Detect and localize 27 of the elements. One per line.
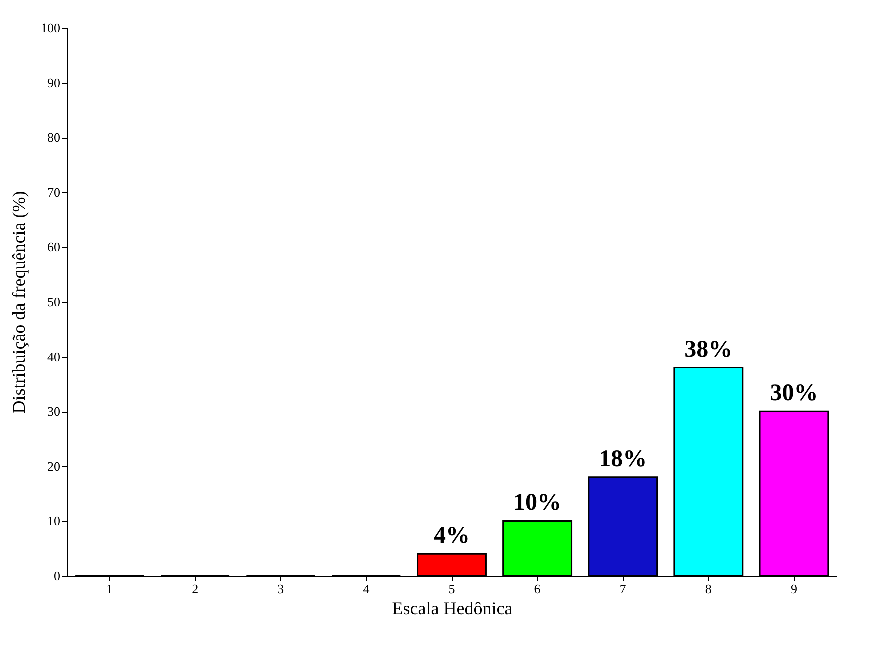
x-tick-label: 1 (106, 582, 114, 596)
y-tick-label: 0 (54, 568, 60, 584)
x-axis-title: Escala Hedônica (392, 598, 513, 618)
x-tick-label: 7 (620, 582, 627, 596)
y-tick-label: 60 (48, 240, 60, 255)
y-tick-label: 100 (41, 20, 60, 36)
data-label: 18% (599, 446, 648, 472)
y-tick-label: 50 (48, 294, 60, 310)
data-label: 38% (684, 336, 733, 363)
y-tick-label: 70 (48, 184, 60, 200)
y-tick-label: 30 (48, 404, 60, 420)
y-tick-label: 20 (48, 458, 60, 474)
y-tick-label: 40 (48, 349, 60, 364)
y-tick-label: 10 (48, 514, 60, 529)
data-label: 30% (770, 380, 818, 407)
x-tick-label: 5 (448, 582, 456, 596)
y-axis-title: Distribuição da frequência (%) (9, 191, 29, 414)
y-tick-label: 90 (48, 75, 60, 90)
data-label: 4% (434, 523, 470, 550)
x-tick-label: 4 (363, 582, 370, 596)
y-tick-label: 80 (48, 130, 60, 146)
x-tick-label: 3 (278, 582, 284, 596)
x-tick-label: 2 (192, 582, 199, 596)
x-tick-label: 8 (705, 582, 712, 596)
x-tick-label: 6 (534, 582, 542, 596)
data-label: 10% (514, 490, 562, 516)
x-tick-label: 9 (790, 582, 798, 596)
